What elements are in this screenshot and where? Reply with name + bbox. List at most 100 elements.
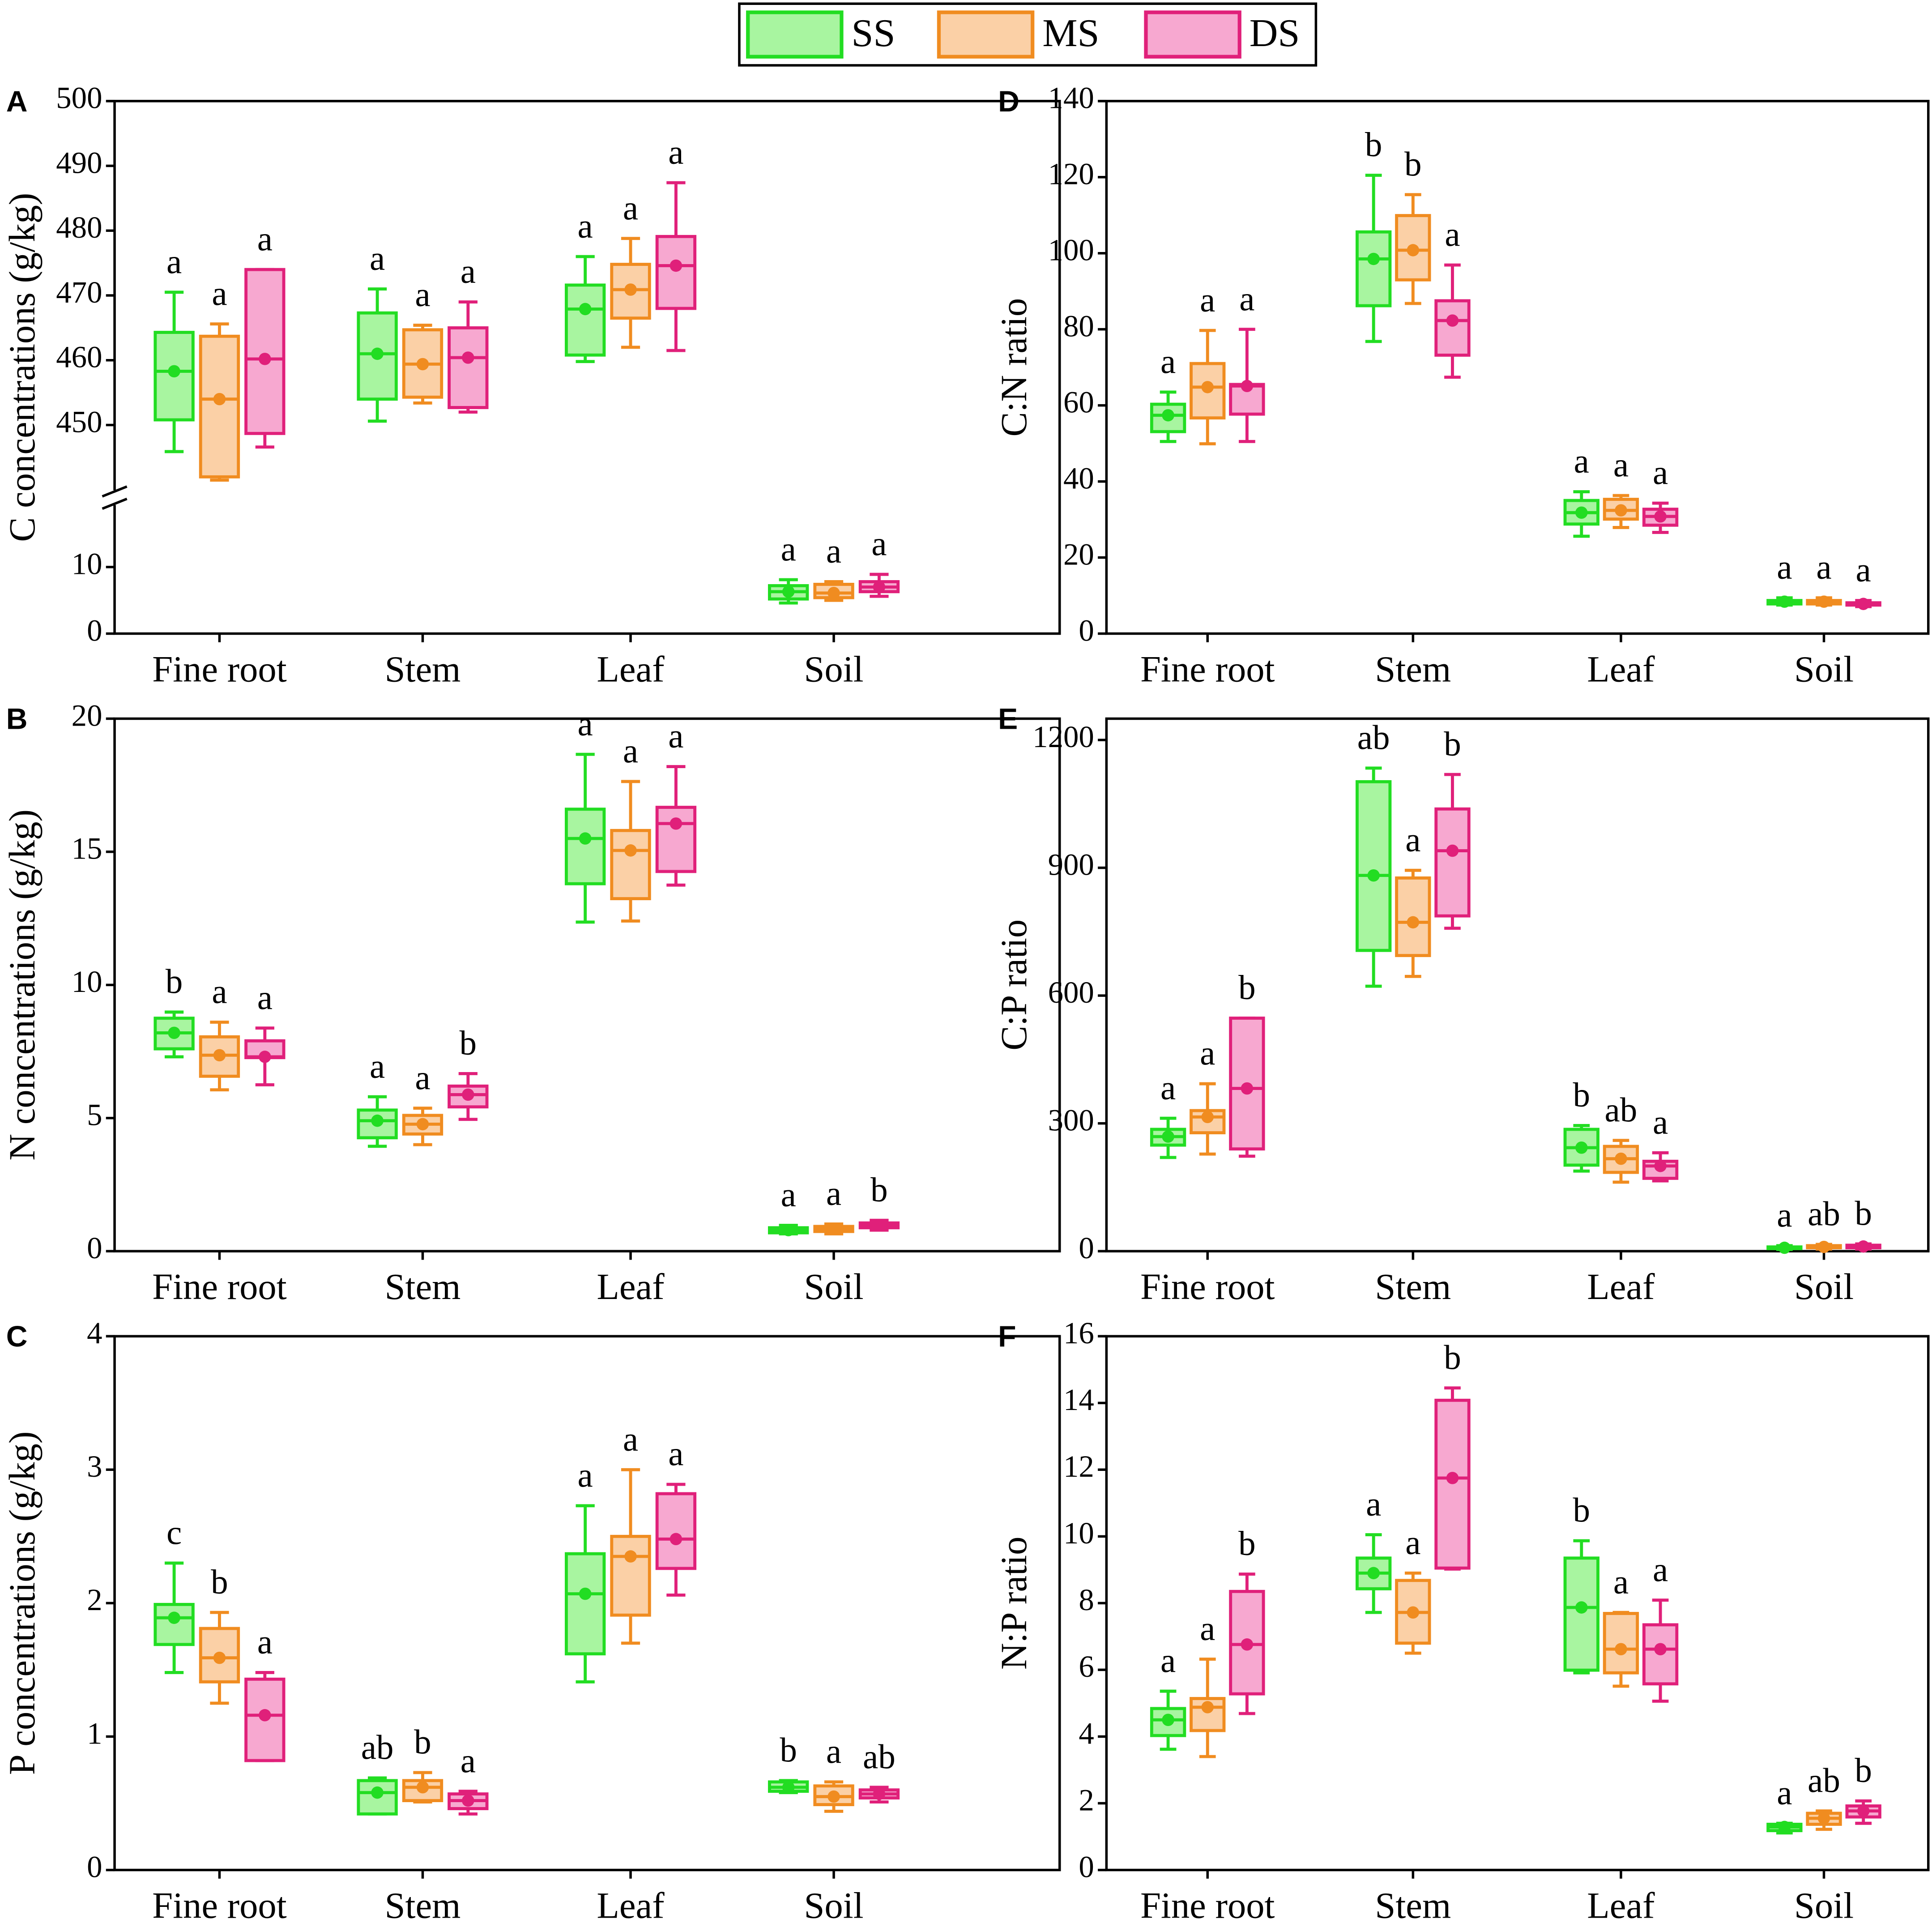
- median-dot: [670, 817, 682, 830]
- median-dot: [168, 1026, 180, 1039]
- median-dot: [371, 1114, 384, 1127]
- median-dot: [1575, 1141, 1588, 1154]
- significance-letter: a: [257, 219, 273, 258]
- median-dot: [873, 581, 886, 594]
- median-dot: [1407, 916, 1420, 929]
- significance-letter: a: [1160, 1068, 1176, 1107]
- median-dot: [1162, 1130, 1174, 1143]
- y-tick-label: 2: [87, 1583, 102, 1617]
- significance-letter: b: [1365, 125, 1382, 164]
- median-dot: [416, 358, 429, 371]
- significance-letter: a: [826, 1732, 841, 1770]
- significance-letter: a: [623, 188, 638, 227]
- x-tick-label: Soil: [1794, 649, 1854, 690]
- median-dot: [1241, 1638, 1254, 1651]
- panel-label: A: [6, 85, 28, 118]
- median-dot: [579, 1587, 592, 1600]
- plot-frame: [1105, 100, 1930, 635]
- significance-letter: a: [257, 1622, 273, 1661]
- significance-letter: a: [257, 978, 273, 1017]
- significance-letter: b: [780, 1731, 797, 1769]
- median-dot: [213, 393, 226, 406]
- median-dot: [1367, 869, 1380, 882]
- median-dot: [1575, 1601, 1588, 1614]
- significance-letter: a: [1653, 1103, 1668, 1141]
- median-dot: [579, 832, 592, 845]
- significance-letter: ab: [1605, 1090, 1638, 1129]
- y-tick-label: 60: [1063, 385, 1094, 419]
- significance-letter: a: [1405, 1523, 1420, 1561]
- x-tick-label: Fine root: [152, 1885, 287, 1923]
- median-dot: [1201, 381, 1214, 393]
- significance-letter: a: [826, 1174, 841, 1213]
- median-dot: [259, 1051, 271, 1063]
- median-dot: [1654, 510, 1667, 523]
- box: [1356, 780, 1392, 952]
- panel-label: B: [6, 702, 28, 735]
- y-axis-label: N:P ratio: [993, 1537, 1034, 1670]
- median-dot: [624, 844, 637, 857]
- median-dot: [168, 365, 180, 378]
- significance-letter: a: [1653, 1550, 1668, 1589]
- significance-letter: b: [1444, 724, 1461, 763]
- median-dot: [1367, 252, 1380, 265]
- median-dot: [1615, 1643, 1627, 1655]
- significance-letter: ab: [1357, 718, 1390, 756]
- legend-swatch: [1144, 10, 1241, 59]
- significance-letter: ab: [361, 1728, 394, 1766]
- y-tick-label: 10: [72, 547, 102, 581]
- median-dot: [1407, 244, 1420, 256]
- x-tick-label: Stem: [385, 1885, 461, 1923]
- y-tick-label: 470: [56, 275, 102, 309]
- median-dot: [213, 1651, 226, 1664]
- significance-letter: a: [781, 1175, 796, 1214]
- box: [1395, 876, 1431, 957]
- y-axis-label: C:N ratio: [993, 298, 1034, 437]
- significance-letter: a: [1200, 1034, 1215, 1072]
- panel-label: F: [998, 1320, 1016, 1353]
- median-dot: [670, 259, 682, 272]
- significance-letter: a: [1405, 820, 1420, 859]
- x-tick-label: Fine root: [152, 649, 287, 690]
- y-tick-label: 40: [1063, 461, 1094, 495]
- x-tick-label: Fine root: [1140, 649, 1275, 690]
- median-dot: [462, 351, 474, 364]
- significance-letter: ab: [1808, 1194, 1840, 1233]
- y-tick-label: 12: [1063, 1449, 1094, 1483]
- significance-letter: b: [1444, 1338, 1461, 1376]
- significance-letter: a: [623, 1419, 638, 1458]
- y-tick-label: 1200: [1032, 720, 1094, 754]
- box: [1434, 1398, 1471, 1570]
- legend-label: MS: [1042, 11, 1099, 55]
- significance-letter: a: [1160, 342, 1176, 380]
- significance-letter: ab: [863, 1737, 896, 1776]
- x-tick-label: Stem: [385, 1266, 461, 1307]
- median-dot: [1241, 380, 1254, 393]
- box: [1434, 807, 1471, 918]
- x-tick-label: Fine root: [152, 1266, 287, 1307]
- x-tick-label: Soil: [804, 1266, 863, 1307]
- box: [1190, 362, 1226, 420]
- median-dot: [1817, 595, 1830, 608]
- x-tick-label: Fine root: [1140, 1266, 1275, 1307]
- median-dot: [1407, 1606, 1420, 1619]
- significance-letter: b: [1855, 1751, 1872, 1789]
- box: [655, 1492, 697, 1570]
- median-dot: [782, 1781, 795, 1794]
- y-tick-label: 4: [1079, 1716, 1094, 1750]
- median-dot: [371, 1786, 384, 1799]
- y-tick-label: 0: [87, 1231, 102, 1265]
- significance-letter: a: [1574, 442, 1589, 480]
- significance-letter: a: [668, 1434, 683, 1473]
- significance-letter: a: [1613, 1562, 1629, 1601]
- box: [1395, 214, 1431, 282]
- y-tick-label: 140: [1048, 81, 1094, 115]
- y-tick-label: 10: [1063, 1516, 1094, 1550]
- median-dot: [624, 1550, 637, 1563]
- significance-letter: a: [1445, 215, 1460, 253]
- significance-letter: a: [781, 530, 796, 568]
- median-dot: [579, 303, 592, 316]
- y-tick-label: 0: [87, 1850, 102, 1884]
- y-axis-label: N concentrations (g/kg): [1, 809, 43, 1160]
- x-tick-label: Leaf: [597, 649, 665, 690]
